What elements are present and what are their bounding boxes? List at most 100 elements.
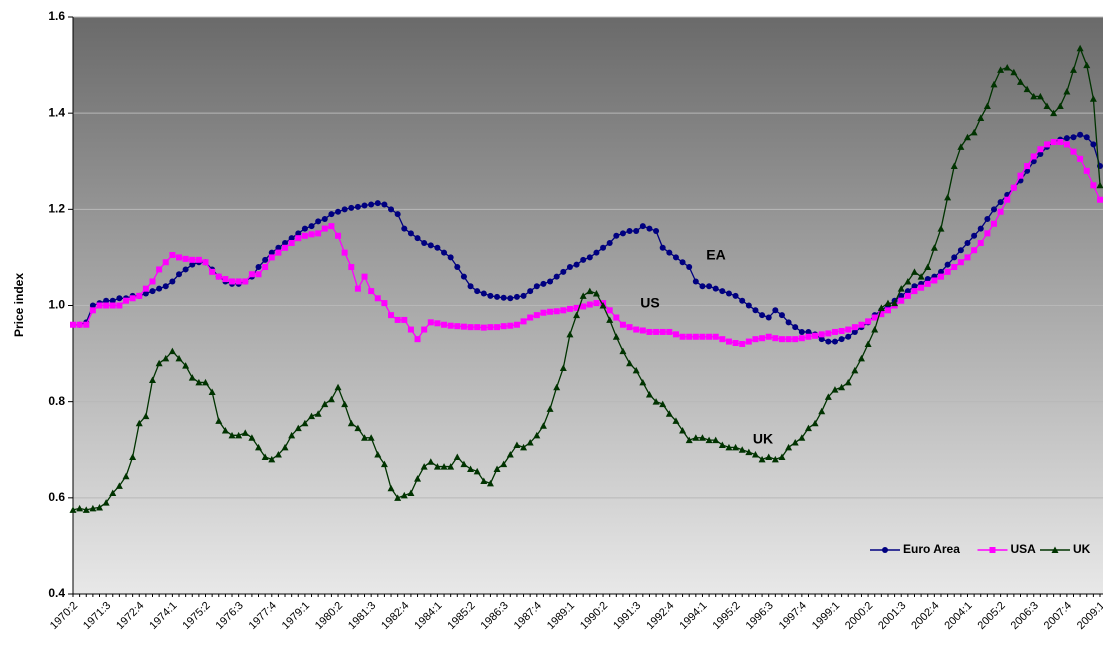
data-point: [706, 333, 713, 340]
data-point: [215, 273, 222, 280]
data-point: [659, 244, 666, 251]
data-point: [804, 424, 812, 432]
data-point: [586, 254, 593, 261]
data-point: [235, 431, 243, 439]
data-point: [301, 225, 308, 232]
data-point: [851, 328, 858, 335]
data-point: [613, 314, 620, 321]
data-point: [229, 278, 236, 285]
data-point: [539, 422, 547, 429]
data-point: [666, 249, 673, 256]
data-point: [699, 333, 706, 340]
data-point: [586, 287, 594, 295]
data-point: [1050, 109, 1058, 117]
data-point: [1069, 66, 1077, 73]
data-point: [242, 278, 249, 285]
data-point: [778, 312, 785, 319]
data-point: [381, 300, 388, 307]
data-point: [904, 277, 912, 285]
data-point: [387, 484, 395, 492]
x-tick-label: 2001:3: [876, 600, 908, 632]
x-tick-label: 1974:1: [147, 600, 179, 632]
data-point: [354, 203, 361, 210]
data-point: [348, 264, 355, 271]
data-point: [500, 323, 507, 330]
data-point: [639, 378, 647, 386]
data-point: [102, 499, 110, 506]
data-point: [288, 235, 295, 242]
data-point: [566, 305, 573, 312]
data-point: [1024, 163, 1031, 170]
data-point: [189, 256, 196, 263]
data-point: [990, 220, 997, 227]
data-point: [772, 307, 779, 314]
data-point: [811, 419, 819, 427]
data-point: [527, 314, 534, 321]
data-point: [1016, 78, 1024, 85]
data-point: [612, 333, 620, 340]
data-point: [765, 314, 772, 321]
y-tick-label: 1.6: [48, 9, 65, 23]
data-point: [520, 443, 528, 451]
x-tick-label: 1975:2: [180, 600, 212, 632]
data-point: [712, 333, 719, 340]
data-point: [692, 333, 699, 340]
legend-label: UK: [1073, 542, 1091, 556]
data-point: [327, 395, 335, 403]
data-point: [116, 295, 123, 302]
data-point: [341, 249, 348, 256]
data-point: [672, 331, 679, 338]
x-tick-label: 1980:2: [313, 600, 345, 632]
data-point: [791, 439, 799, 446]
data-point: [792, 324, 799, 331]
data-point: [454, 323, 461, 330]
x-tick-label: 2005:2: [976, 600, 1008, 632]
data-point: [553, 273, 560, 280]
data-point: [1063, 135, 1070, 142]
data-point: [759, 312, 766, 319]
data-point: [374, 295, 381, 302]
data-point: [619, 321, 626, 328]
data-point: [189, 261, 196, 268]
data-point: [672, 254, 679, 261]
data-point: [414, 475, 422, 482]
x-tick-label: 2000:2: [843, 600, 875, 632]
data-point: [844, 378, 852, 386]
data-point: [725, 338, 732, 345]
data-point: [103, 302, 110, 309]
data-point: [341, 400, 349, 408]
data-point: [547, 308, 554, 315]
data-point: [997, 208, 1004, 215]
data-point: [527, 288, 534, 295]
data-point: [964, 239, 971, 246]
data-point: [851, 366, 859, 374]
data-point: [639, 327, 646, 334]
data-point: [407, 230, 414, 237]
data-point: [997, 199, 1004, 206]
data-point: [1050, 139, 1057, 146]
data-point: [573, 261, 580, 268]
data-point: [155, 359, 163, 367]
data-point: [573, 304, 580, 311]
data-point: [83, 321, 90, 328]
data-point: [149, 288, 156, 295]
data-point: [248, 271, 255, 278]
data-point: [911, 288, 918, 295]
data-point: [944, 193, 952, 201]
data-point: [427, 242, 434, 249]
data-point: [474, 324, 481, 331]
data-point: [1063, 88, 1071, 95]
data-point: [169, 252, 176, 259]
data-point: [500, 294, 507, 301]
data-point: [460, 273, 467, 280]
data-point: [560, 307, 567, 314]
data-point: [659, 400, 667, 408]
data-point: [368, 201, 375, 208]
data-point: [116, 302, 123, 309]
data-point: [533, 283, 540, 290]
data-point: [573, 311, 581, 319]
data-point: [136, 292, 143, 299]
data-point: [778, 336, 785, 343]
data-point: [805, 333, 812, 340]
x-tick-label: 1986:3: [479, 600, 511, 632]
